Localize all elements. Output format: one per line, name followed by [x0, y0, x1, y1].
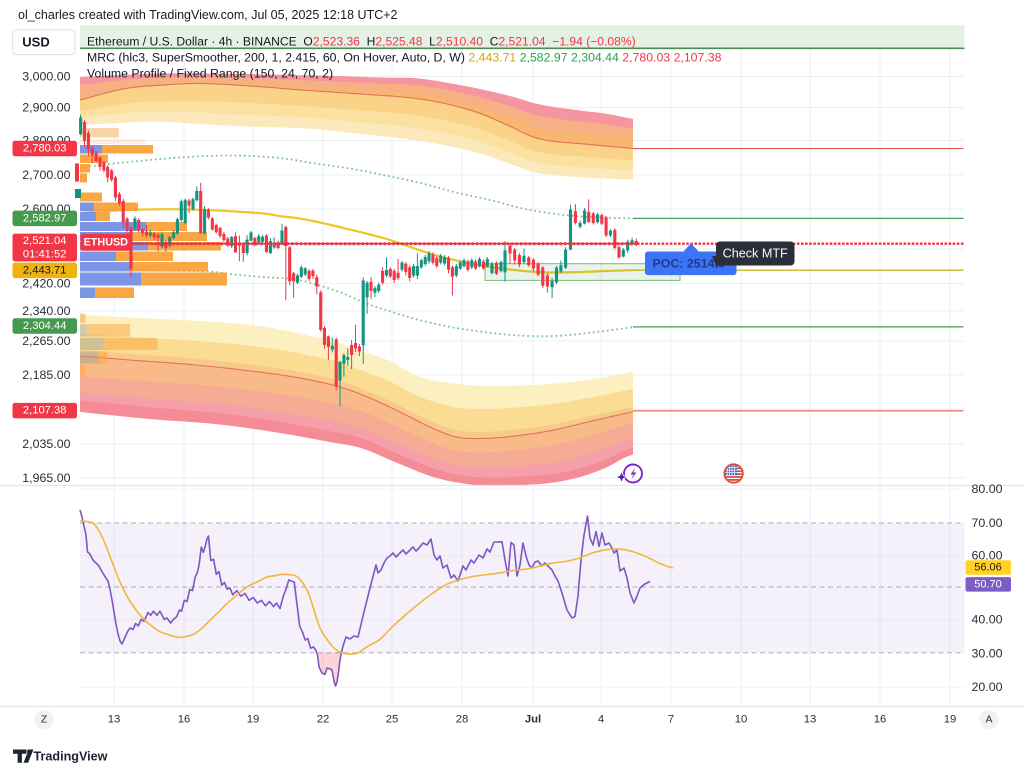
svg-text:01:41:52: 01:41:52 [23, 248, 67, 260]
svg-text:19: 19 [247, 714, 260, 726]
svg-text:28: 28 [456, 714, 469, 726]
svg-text:2,900.00: 2,900.00 [22, 101, 70, 115]
svg-text:ol_charles created with Tradin: ol_charles created with TradingView.com,… [18, 8, 398, 22]
svg-text:16: 16 [178, 714, 191, 726]
svg-text:80.00: 80.00 [972, 482, 1003, 496]
svg-text:3,000.00: 3,000.00 [22, 70, 70, 84]
svg-text:2,582.97: 2,582.97 [23, 212, 67, 224]
svg-text:A: A [985, 714, 992, 726]
svg-text:Z: Z [41, 714, 48, 726]
svg-text:56.06: 56.06 [974, 562, 1002, 574]
svg-text:MRC (hlc3, SuperSmoother, 200,: MRC (hlc3, SuperSmoother, 200, 1, 2.415,… [87, 51, 722, 65]
svg-text:2,107.38: 2,107.38 [23, 405, 67, 417]
svg-text:USD: USD [22, 35, 49, 50]
svg-text:2,035.00: 2,035.00 [22, 437, 70, 451]
svg-text:Volume Profile / Fixed Range (: Volume Profile / Fixed Range (150, 24, 7… [87, 67, 333, 81]
svg-text:1,965.00: 1,965.00 [22, 471, 70, 485]
svg-text:2,340.00: 2,340.00 [22, 304, 70, 318]
svg-text:POC: 2514.6: POC: 2514.6 [653, 257, 725, 271]
svg-text:Check MTF: Check MTF [723, 247, 788, 261]
svg-text:30.00: 30.00 [972, 647, 1003, 661]
svg-text:40.00: 40.00 [972, 613, 1003, 627]
svg-text:20.00: 20.00 [972, 680, 1003, 694]
svg-text:60.00: 60.00 [972, 549, 1003, 563]
svg-text:2,420.00: 2,420.00 [22, 277, 70, 291]
svg-text:4: 4 [598, 714, 604, 726]
svg-text:13: 13 [108, 714, 121, 726]
svg-text:Ethereum / U.S. Dollar · 4h ·: Ethereum / U.S. Dollar · 4h · BINANCE O2… [87, 35, 636, 49]
svg-text:2,443.71: 2,443.71 [23, 264, 67, 276]
svg-text:Jul: Jul [525, 714, 541, 726]
svg-text:25: 25 [386, 714, 399, 726]
svg-text:10: 10 [735, 714, 748, 726]
svg-text:TradingView: TradingView [34, 750, 108, 764]
svg-text:16: 16 [874, 714, 887, 726]
svg-text:2,700.00: 2,700.00 [22, 168, 70, 182]
svg-text:2,304.44: 2,304.44 [23, 320, 67, 332]
svg-text:2,780.03: 2,780.03 [23, 143, 67, 155]
svg-text:13: 13 [804, 714, 817, 726]
svg-text:ETHUSD: ETHUSD [84, 236, 129, 248]
svg-text:19: 19 [944, 714, 957, 726]
svg-text:2,265.00: 2,265.00 [22, 334, 70, 348]
svg-text:70.00: 70.00 [972, 516, 1003, 530]
svg-text:50.70: 50.70 [974, 578, 1002, 590]
svg-text:2,185.00: 2,185.00 [22, 368, 70, 382]
svg-text:7: 7 [668, 714, 674, 726]
svg-text:22: 22 [317, 714, 330, 726]
svg-text:2,521.04: 2,521.04 [23, 235, 67, 247]
